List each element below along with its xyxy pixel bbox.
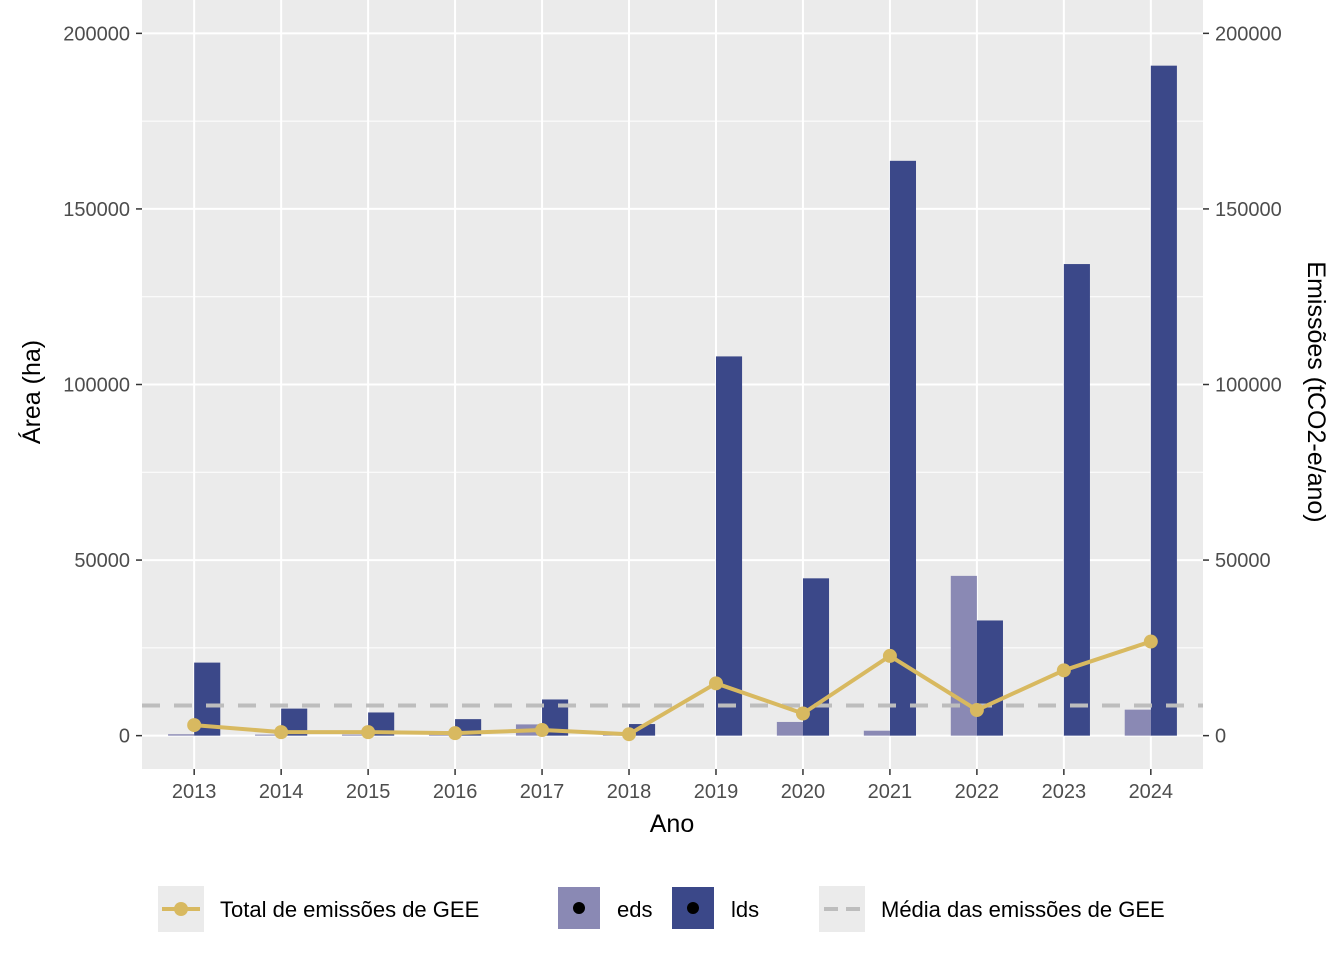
bar-eds [1124, 709, 1151, 736]
y2-tick-label: 200000 [1215, 23, 1282, 45]
emissions-point [274, 725, 289, 740]
bar-eds [342, 734, 369, 736]
x-tick-label: 2013 [172, 781, 217, 803]
legend-label-eds: eds [617, 897, 652, 922]
x-tick-label: 2017 [520, 781, 565, 803]
legend-key-dot [573, 902, 585, 914]
emissions-line-layer [187, 634, 1158, 742]
x-tick-label: 2018 [607, 781, 652, 803]
x-tick-label: 2014 [259, 781, 304, 803]
y2-tick-label: 50000 [1215, 550, 1271, 572]
emissions-point [535, 723, 550, 738]
y2-tick-label: 100000 [1215, 375, 1282, 397]
y-tick-label: 50000 [74, 550, 130, 572]
y-tick-label: 100000 [63, 375, 130, 397]
legend-item-total-emissions: Total de emissões de GEE [158, 886, 479, 932]
emissions-point [708, 676, 723, 691]
y-tick-label: 0 [119, 726, 130, 748]
x-tick-label: 2020 [781, 781, 826, 803]
legend-key-eds [556, 885, 602, 931]
bar-lds [889, 160, 917, 736]
emissions-point [187, 718, 202, 733]
emissions-point [1143, 634, 1158, 649]
legend-key-lds [670, 885, 716, 931]
x-tick-label: 2016 [433, 781, 478, 803]
x-tick-label: 2019 [694, 781, 739, 803]
emissions-point [969, 703, 984, 718]
emissions-point [361, 725, 376, 740]
bar-eds [255, 734, 282, 736]
bar-lds [976, 620, 1003, 736]
bar-eds [428, 734, 456, 736]
emissions-point [882, 648, 897, 663]
bar-eds [168, 734, 195, 736]
x-axis-title: Ano [650, 810, 694, 838]
bar-lds [715, 356, 743, 736]
x-tick-label: 2021 [868, 781, 913, 803]
bar-eds [863, 730, 890, 736]
emissions-point [795, 706, 810, 721]
y2-tick-label: 0 [1215, 726, 1226, 748]
emissions-line [194, 639, 1152, 737]
legend-item-lds: lds [670, 885, 759, 931]
y-tick-label: 150000 [63, 199, 130, 221]
legend: Total de emissões de GEE eds lds Média d… [158, 885, 1165, 932]
legend-label-lds: lds [731, 897, 759, 922]
x-tick-label: 2023 [1042, 781, 1087, 803]
y-axis-title: Área (ha) [17, 340, 46, 444]
x-tick-label: 2024 [1129, 781, 1174, 803]
legend-key-dot [687, 902, 699, 914]
bar-lds [629, 724, 656, 736]
emissions-point [1056, 663, 1071, 678]
emissions-point [448, 726, 463, 741]
bar-eds [776, 721, 803, 736]
legend-label-total: Total de emissões de GEE [220, 897, 479, 922]
legend-item-eds: eds [556, 885, 652, 931]
emissions-point [622, 727, 637, 742]
legend-item-mean-emissions: Média das emissões de GEE [819, 886, 1165, 932]
y2-tick-label: 150000 [1215, 199, 1282, 221]
y2-axis-title: Emissões (tCO2-e/ano) [1302, 261, 1330, 522]
y-tick-label: 200000 [63, 23, 130, 45]
legend-label-mean: Média das emissões de GEE [881, 897, 1165, 922]
bar-lds [1063, 264, 1090, 736]
x-tick-label: 2015 [346, 781, 391, 803]
bar-lds [1150, 65, 1177, 736]
axes: 0 0 50000 50000 100000 100000 150000 150000 2000… [63, 23, 1282, 803]
x-tick-label: 2022 [955, 781, 1000, 803]
legend-key-point [174, 902, 188, 916]
